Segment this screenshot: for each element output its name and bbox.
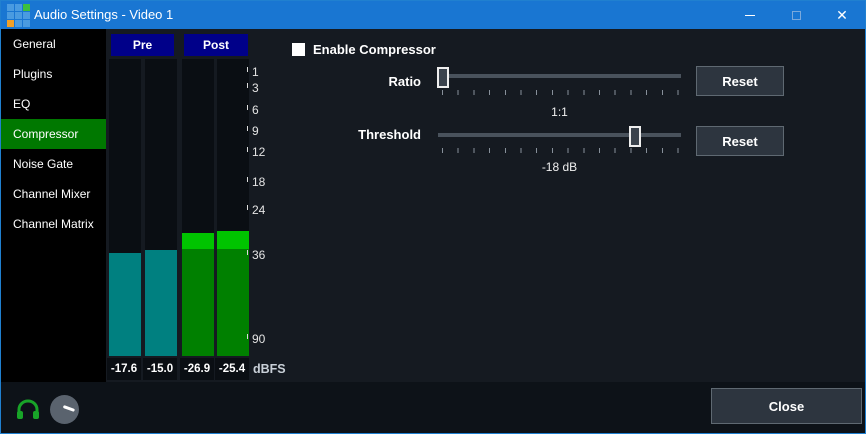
minimize-icon xyxy=(745,14,755,16)
post-meter-left-peak xyxy=(182,233,214,249)
ratio-slider-thumb[interactable] xyxy=(437,67,449,88)
window-title: Audio Settings - Video 1 xyxy=(34,7,174,22)
post-meter-right-peak xyxy=(217,231,249,249)
sidebar-item-eq[interactable]: EQ xyxy=(1,89,106,119)
sidebar-item-noise-gate[interactable]: Noise Gate xyxy=(1,149,106,179)
sidebar-item-plugins[interactable]: Plugins xyxy=(1,59,106,89)
scale-tick: 6 xyxy=(247,103,259,117)
scale-tick: 9 xyxy=(247,124,259,138)
pre-meter-header: Pre xyxy=(111,34,174,56)
minimize-button[interactable] xyxy=(727,1,773,29)
sidebar-item-compressor[interactable]: Compressor xyxy=(1,119,106,149)
knob-pointer xyxy=(62,405,76,412)
close-button[interactable]: Close xyxy=(711,388,862,424)
pre-meter-right-level xyxy=(145,250,177,356)
sidebar-item-channel-matrix[interactable]: Channel Matrix xyxy=(1,209,106,239)
ratio-value: 1:1 xyxy=(551,105,568,119)
sidebar-item-general[interactable]: General xyxy=(1,29,106,59)
maximize-icon xyxy=(791,10,801,20)
pre-meter-right xyxy=(145,59,177,356)
enable-compressor-label: Enable Compressor xyxy=(313,42,436,57)
ratio-reset-button[interactable]: Reset xyxy=(696,66,784,96)
headphones-icon[interactable] xyxy=(16,399,40,420)
pre-right-reading: -15.0 xyxy=(143,358,177,380)
knob-icon[interactable] xyxy=(50,395,79,424)
app-logo-icon xyxy=(7,4,30,27)
dbfs-unit-label: dBFS xyxy=(253,362,286,376)
ratio-label: Ratio xyxy=(388,74,422,89)
threshold-label: Threshold xyxy=(358,127,421,142)
ratio-slider-ticks xyxy=(442,90,680,95)
close-window-button[interactable]: ✕ xyxy=(836,6,848,23)
post-right-reading: -25.4 xyxy=(215,358,249,380)
scale-tick: 12 xyxy=(246,145,266,159)
sidebar-item-channel-mixer[interactable]: Channel Mixer xyxy=(1,179,106,209)
post-meter-left xyxy=(182,59,214,356)
pre-meter-left xyxy=(109,59,141,356)
post-meter-left-level xyxy=(182,249,214,356)
threshold-value: -18 dB xyxy=(541,160,578,174)
threshold-reset-button[interactable]: Reset xyxy=(696,126,784,156)
enable-compressor-checkbox[interactable] xyxy=(292,43,305,56)
titlebar[interactable]: Audio Settings - Video 1 ✕ xyxy=(1,1,865,29)
scale-tick: 90 xyxy=(246,332,266,346)
pre-meter-left-level xyxy=(109,253,141,356)
pre-left-reading: -17.6 xyxy=(107,358,141,380)
scale-tick: 3 xyxy=(247,81,259,95)
post-left-reading: -26.9 xyxy=(180,358,214,380)
post-meter-header: Post xyxy=(184,34,248,56)
threshold-slider-ticks xyxy=(442,148,680,153)
post-meter-right-level xyxy=(217,249,249,356)
scale-tick: 36 xyxy=(246,248,266,262)
threshold-slider-thumb[interactable] xyxy=(629,126,641,147)
scale-tick: 24 xyxy=(246,203,266,217)
scale-tick: 18 xyxy=(246,175,266,189)
threshold-slider-track[interactable] xyxy=(438,133,681,137)
scale-tick: 1 xyxy=(247,65,259,79)
ratio-slider-track[interactable] xyxy=(438,74,681,78)
maximize-button[interactable] xyxy=(773,1,819,29)
post-meter-right xyxy=(217,59,249,356)
